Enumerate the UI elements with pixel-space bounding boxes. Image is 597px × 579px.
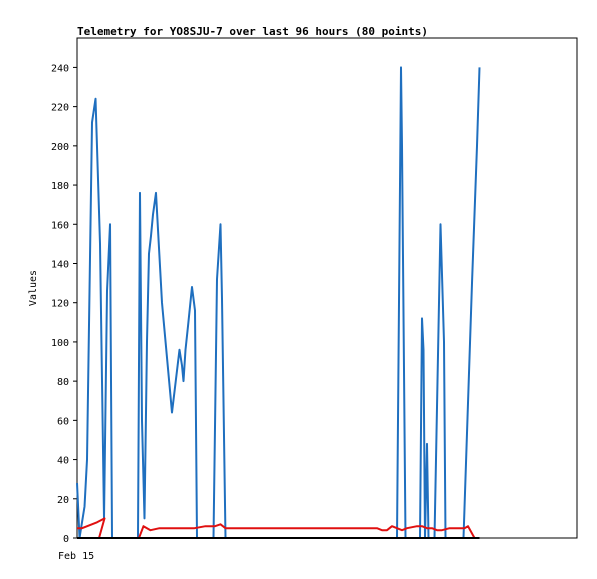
y-tick-label: 40 bbox=[57, 456, 69, 467]
y-tick-label: 0 bbox=[63, 534, 69, 545]
x-tick-label: Feb 15 bbox=[58, 551, 94, 562]
y-tick-label: 120 bbox=[51, 299, 69, 310]
y-axis-label: Values bbox=[28, 270, 39, 306]
y-tick-label: 100 bbox=[51, 338, 69, 349]
y-tick-label: 20 bbox=[57, 495, 69, 506]
y-tick-label: 200 bbox=[51, 142, 69, 153]
y-tick-label: 140 bbox=[51, 259, 69, 270]
y-tick-label: 220 bbox=[51, 103, 69, 114]
plot-area bbox=[76, 37, 578, 539]
y-tick-label: 160 bbox=[51, 220, 69, 231]
y-tick-label: 80 bbox=[57, 377, 69, 388]
chart-title: Telemetry for YO8SJU-7 over last 96 hour… bbox=[77, 25, 428, 38]
y-tick-label: 180 bbox=[51, 181, 69, 192]
y-tick-label: 60 bbox=[57, 416, 69, 427]
data-series bbox=[76, 66, 481, 539]
y-axis-ticks: 0 20 40 60 80 100 120 140 160 180 200 220 240 bbox=[51, 63, 77, 545]
series-line-1 bbox=[77, 517, 476, 539]
y-tick-label: 240 bbox=[51, 63, 69, 74]
